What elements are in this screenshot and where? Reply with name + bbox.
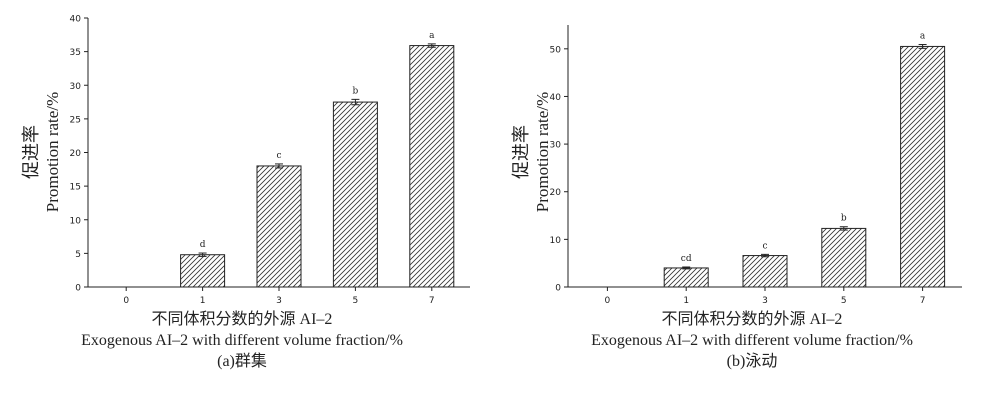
y-axis-label-b-cn: 促进率: [511, 125, 531, 179]
x-tick-label-a: 0: [123, 296, 129, 306]
y-tick-label-a: 25: [70, 115, 81, 125]
x-tick-label-a: 5: [353, 296, 359, 306]
bar-b: [900, 45, 946, 288]
y-tick-label-a: 15: [70, 183, 81, 193]
bar-a: [409, 45, 455, 288]
y-tick-label-a: 35: [70, 48, 81, 58]
significance-letter-b: cd: [681, 254, 692, 264]
y-tick-label-a: 5: [75, 250, 81, 260]
significance-letter-a: c: [276, 151, 281, 161]
y-tick-label-a: 30: [70, 82, 82, 92]
x-tick-label-a: 3: [276, 296, 282, 306]
y-tick-label-a: 0: [75, 284, 81, 294]
y-axis-label-a: 促进率 Promotion rate/%: [20, 52, 64, 252]
significance-letter-a: b: [353, 86, 359, 96]
significance-letter-b: a: [920, 32, 926, 42]
significance-letter-b: b: [841, 214, 847, 224]
bar-a: [180, 254, 226, 288]
y-tick-label-a: 10: [70, 216, 82, 226]
y-axis-label-b-en: Promotion rate/%: [533, 91, 552, 213]
y-axis-label-a-cn: 促进率: [21, 125, 41, 179]
y-axis-label-a-en: Promotion rate/%: [43, 91, 62, 213]
bar-a: [332, 101, 378, 288]
x-axis-label-b-en: Exogenous AI–2 with different volume fra…: [591, 332, 913, 349]
x-tick-label-b: 3: [762, 296, 768, 306]
x-axis-label-a-cn: 不同体积分数的外源 AI–2: [151, 311, 333, 328]
bar-b: [663, 267, 709, 288]
y-tick-label-a: 40: [70, 15, 82, 25]
significance-letter-a: a: [429, 31, 435, 41]
x-tick-label-b: 5: [841, 296, 847, 306]
caption-block-b: 不同体积分数的外源 AI–2 Exogenous AI–2 with diffe…: [520, 309, 984, 372]
panel-caption-a: (a)群集: [217, 353, 267, 370]
y-axis-label-b: 促进率 Promotion rate/%: [510, 52, 554, 252]
bar-b: [742, 255, 788, 288]
x-tick-label-b: 7: [920, 296, 926, 306]
x-tick-label-b: 0: [605, 296, 611, 306]
x-tick-label-a: 1: [200, 296, 206, 306]
y-tick-label-b: 0: [555, 284, 561, 294]
x-tick-label-a: 7: [429, 296, 435, 306]
x-axis-label-a-en: Exogenous AI–2 with different volume fra…: [81, 332, 403, 349]
x-tick-label-b: 1: [683, 296, 689, 306]
bar-a: [256, 165, 302, 288]
caption-block-a: 不同体积分数的外源 AI–2 Exogenous AI–2 with diffe…: [0, 309, 484, 372]
y-tick-label-b: 20: [550, 188, 562, 198]
y-tick-label-b: 40: [550, 93, 562, 103]
y-tick-label-b: 50: [550, 45, 562, 55]
significance-letter-b: c: [762, 241, 767, 251]
bar-b: [821, 227, 867, 288]
x-axis-label-b-cn: 不同体积分数的外源 AI–2: [661, 311, 843, 328]
panel-caption-b: (b)泳动: [726, 353, 778, 370]
y-tick-label-b: 10: [550, 236, 562, 246]
y-tick-label-b: 30: [550, 141, 562, 151]
y-tick-label-a: 20: [70, 149, 82, 159]
significance-letter-a: d: [200, 240, 206, 250]
